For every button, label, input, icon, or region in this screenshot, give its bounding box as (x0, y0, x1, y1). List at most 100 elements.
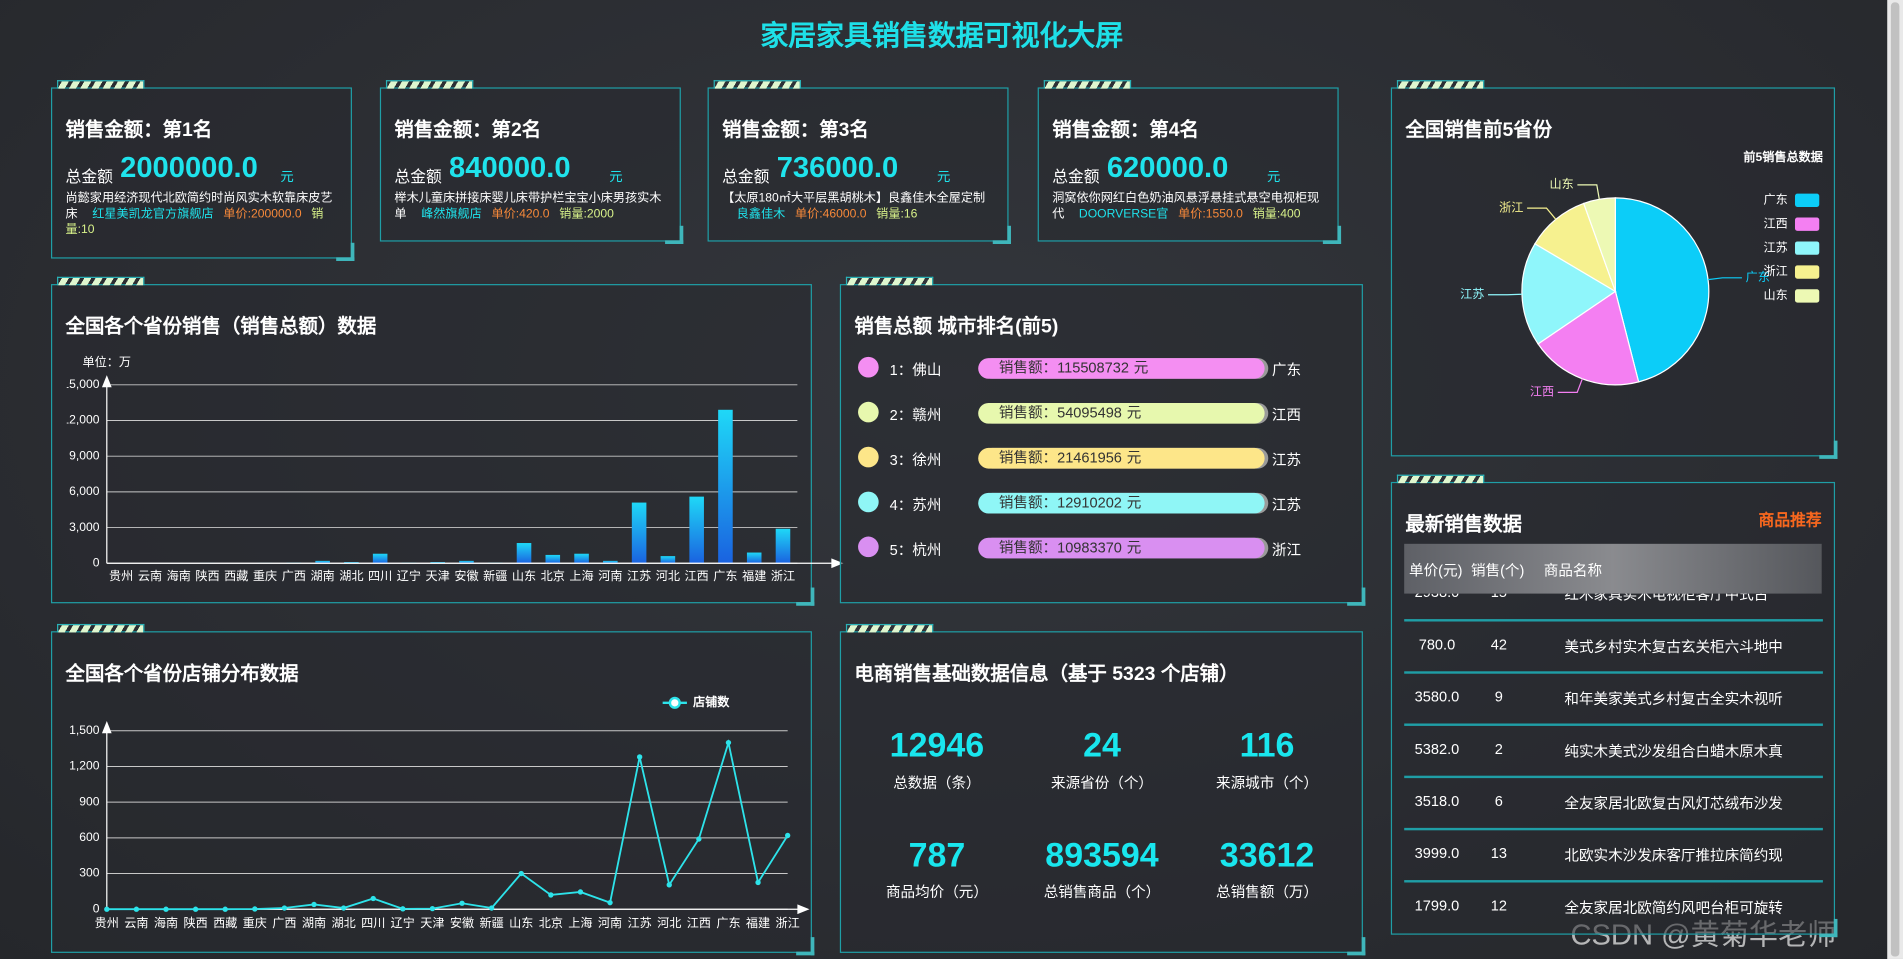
shop-name: 峰然旗舰店 (421, 207, 482, 221)
legend-label: 山东 (1763, 288, 1787, 302)
panel-corner (796, 587, 815, 606)
panel-title: 销售总额 城市排名(前5) (854, 316, 1059, 338)
stat-label: 商品均价（元） (885, 883, 988, 901)
table-cell: 2 (1494, 740, 1503, 758)
chart-panel: 全国各个省份店铺分布数据 0 300 600 900 1,200 1,500 贵州 云南 海南 陕西… (50, 623, 815, 956)
x-tick-label: 云南 (138, 568, 162, 583)
unit-price: 单价:200000.0 (223, 207, 302, 221)
product-name: 【太原180㎡大平层黑胡桃木】良鑫佳木全屋定制 (722, 191, 986, 206)
total-label: 总金额 (394, 167, 442, 186)
point (192, 906, 199, 912)
basic-info: 电商销售基础数据信息（基于 5323 个店铺） 12946 总数据（条） 24 来源省份… (839, 623, 1366, 956)
chart-svg: 单位：万 0 3,000 6,000 9,000 12,000 15,000 贵州 云南 海南 陕西… (62, 354, 844, 583)
legend-label: 江苏 (1763, 240, 1787, 254)
y-tick-labels: 0 3,000 6,000 9,000 12,000 15,000 (62, 377, 100, 569)
unit-label: 单位：万 (83, 354, 132, 369)
label-line (1527, 207, 1557, 220)
description: 尚懿家用经济现代北欧简约时尚风实木软靠床皮艺床 红星美凯龙官方旗舰店 单价:2000… (66, 191, 343, 238)
panel-title: 全国各个省份店铺分布数据 (65, 664, 299, 685)
point (459, 900, 465, 906)
legend-swatch (1794, 289, 1820, 303)
point (607, 899, 613, 906)
panel-title: 销售金额：第1名 (65, 120, 213, 141)
product-name: 尚懿家用经济现代北欧简约时尚风实木软靠床皮艺床 (65, 191, 333, 221)
bar (315, 560, 330, 564)
x-tick-label: 西藏 (213, 916, 237, 930)
panel-tab (57, 80, 145, 89)
latest-sales: 最新销售数据 商品推荐 2938.015 红木家具实木电视柜客厅中式古 780.0 42 美… (1390, 474, 1838, 938)
series-line (106, 739, 789, 911)
city-ranking: 销售总额 城市排名(前5) 1：佛山 销售额：115508732 元广东 2：赣州 销售额… (839, 276, 1366, 606)
sales-value: 115508732 (1057, 359, 1129, 377)
x-tick-label: 天津 (426, 569, 450, 583)
unit: 元 (609, 169, 623, 185)
x-axis-arrow (831, 558, 844, 569)
bar (545, 554, 561, 564)
rank: 5： (889, 541, 913, 559)
stat-label: 来源省份（个） (1051, 774, 1153, 792)
unit-price: 单价:46000.0 (794, 207, 867, 221)
row-line (1404, 671, 1823, 674)
table-cell: 2938.0 (1392, 594, 1485, 601)
x-axis-arrow (797, 904, 810, 915)
x-tick-label: 辽宁 (391, 915, 415, 930)
y-tick-label: 300 (79, 866, 99, 880)
x-tick-label: 河南 (598, 568, 622, 583)
scroll-thumb[interactable] (1890, 2, 1900, 957)
x-tick-label: 重庆 (253, 569, 277, 583)
slice-label: 浙江 (1499, 200, 1523, 214)
label-line (1557, 378, 1583, 394)
province: 江苏 (1271, 496, 1302, 514)
legend-marker (668, 696, 681, 709)
stat-label: 来源城市（个） (1216, 774, 1319, 792)
panel-tab (1043, 80, 1132, 89)
y-tick-label: 3,000 (69, 520, 100, 534)
x-tick-label: 广西 (272, 916, 296, 930)
stat-value: 787 (908, 836, 966, 875)
x-tick-label: 江西 (687, 916, 711, 930)
recommend-link[interactable]: 商品推荐 (1758, 511, 1822, 530)
bar (746, 552, 762, 564)
scrollbar[interactable] (1887, 0, 1903, 959)
panel-tab (713, 80, 802, 89)
x-tick-label: 北京 (539, 916, 563, 930)
rank: 3： (889, 451, 913, 469)
panel-tab (1396, 474, 1485, 484)
pie-slice (1582, 197, 1616, 292)
table-cell: 1799.0 (1414, 897, 1460, 915)
sales-value: 10983370 (1057, 538, 1122, 556)
rank-dot (858, 536, 879, 558)
description: 榉木儿童床拼接床婴儿床带护栏宝宝小床男孩实木单 峰然旗舰店 单价:420.0 销量:2… (394, 191, 671, 223)
point (696, 836, 702, 842)
amount: 620000.0 (1106, 151, 1229, 185)
panel-tab (845, 276, 934, 286)
x-tick-label: 湖北 (339, 568, 363, 583)
x-tick-label: 浙江 (771, 569, 795, 583)
x-tick-label: 新疆 (483, 568, 507, 583)
sales-label: 销售额： (998, 449, 1058, 467)
panel-corner (1347, 587, 1366, 606)
total-label: 总金额 (1052, 167, 1100, 186)
province: 浙江 (1271, 541, 1302, 559)
panel-tab (57, 623, 145, 633)
row-line (1404, 880, 1823, 882)
x-tick-label: 四川 (368, 569, 392, 583)
y-tick-label: 15,000 (62, 377, 99, 391)
rank-dot (858, 356, 879, 378)
stat-value: 12946 (889, 725, 985, 764)
panel-title: 销售金额：第4名 (1052, 120, 1199, 141)
point (340, 905, 347, 911)
bar (718, 409, 733, 564)
province: 江西 (1271, 406, 1302, 424)
table-header: 单价(元) 销售(个) 商品名称 (1404, 543, 1822, 594)
panel-title: 全国各个省份销售（销售总额）数据 (65, 316, 377, 338)
table-body: 2938.015 红木家具实木电视柜客厅中式古 780.0 42 美式乡村实木复古玄关柜… (1392, 594, 1833, 931)
table-cell: 5382.0 (1414, 740, 1460, 758)
panel-corner (1819, 918, 1838, 938)
legend-swatch (1794, 217, 1820, 231)
x-tick-label: 湖北 (331, 915, 355, 930)
x-tick-label: 海南 (167, 568, 191, 583)
bar (775, 528, 791, 564)
y-tick-label: 12,000 (62, 413, 99, 427)
